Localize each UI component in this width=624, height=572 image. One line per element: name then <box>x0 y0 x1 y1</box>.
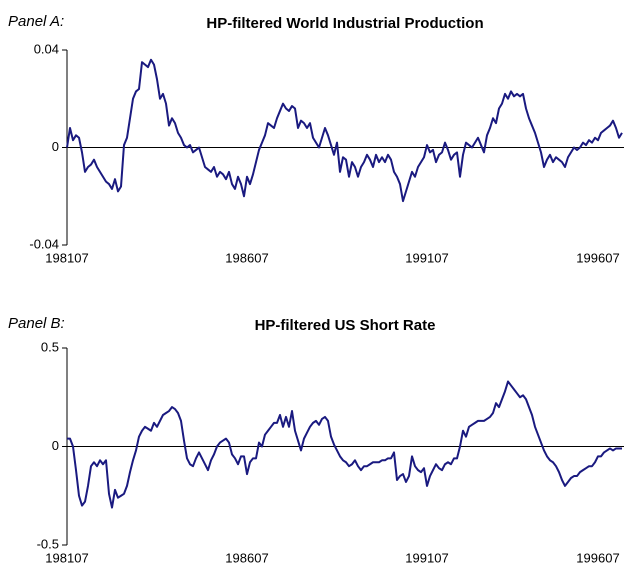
x-tick-label: 199107 <box>405 550 448 565</box>
x-tick-label: 198607 <box>225 250 268 265</box>
x-tick-label: 198107 <box>45 550 88 565</box>
y-tick-label: 0.04 <box>34 41 59 56</box>
y-tick-label: -0.5 <box>37 536 59 551</box>
x-tick-label: 199607 <box>576 550 619 565</box>
y-tick-label: -0.04 <box>29 236 59 251</box>
panel-label: Panel B: <box>8 315 65 332</box>
y-tick-label: 0 <box>52 438 59 453</box>
y-tick-label: 0.5 <box>41 339 59 354</box>
chart-title: HP-filtered World Industrial Production <box>206 15 483 32</box>
data-line <box>66 58 623 203</box>
x-tick-label: 199107 <box>405 250 448 265</box>
x-tick-label: 199607 <box>576 250 619 265</box>
x-tick-label: 198107 <box>45 250 88 265</box>
panel-label: Panel A: <box>8 13 64 30</box>
y-tick-label: 0 <box>52 139 59 154</box>
data-line <box>67 380 622 509</box>
x-tick-label: 198607 <box>225 550 268 565</box>
chart-title: HP-filtered US Short Rate <box>255 317 436 334</box>
